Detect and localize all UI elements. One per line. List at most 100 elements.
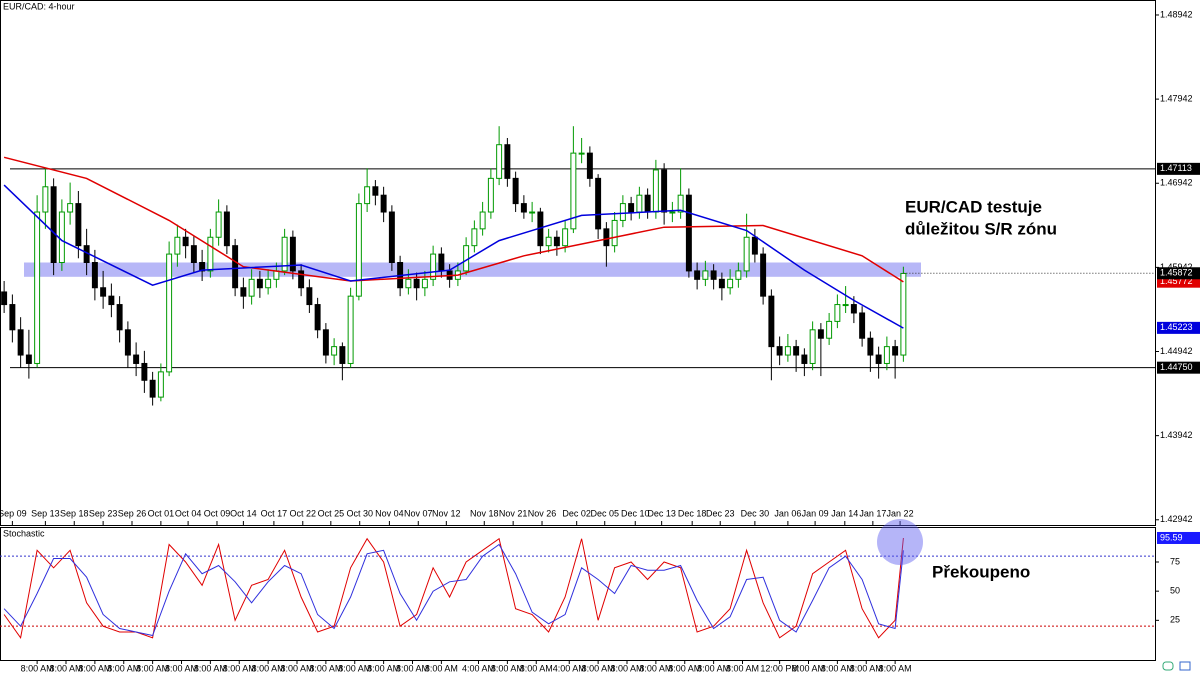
candle-body <box>273 270 280 280</box>
candle-body <box>562 228 569 247</box>
candle-body <box>413 278 420 289</box>
candle-body <box>735 270 742 280</box>
candle-body <box>751 236 758 255</box>
x-tick-label: 4:00 AM <box>553 663 586 673</box>
x-tick-label: Dec 10 <box>621 508 650 518</box>
y-tick-label: 1.43942 <box>1160 430 1193 440</box>
annotation: Překoupeno <box>932 562 1030 581</box>
candle-body <box>710 270 717 280</box>
candle-body <box>339 346 346 364</box>
candle-body <box>50 186 57 263</box>
y-tick-label: 1.48942 <box>1160 9 1193 19</box>
candle-body <box>652 169 659 213</box>
candle-body <box>520 203 527 213</box>
x-tick-label: Sep 13 <box>31 508 60 518</box>
candle-body <box>17 329 24 356</box>
candle-body <box>603 228 610 247</box>
price-tag-label: 1.44750 <box>1160 362 1193 372</box>
price-tag-label: 1.45223 <box>1160 322 1193 332</box>
candle-body <box>694 270 701 280</box>
candle-body <box>141 362 148 381</box>
plot-layer: 1.48942 1.47942 1.46942 1.45942 1.44942 1.439… <box>0 9 1200 673</box>
candle-body <box>496 144 503 179</box>
x-tick-label: Dec 18 <box>678 508 707 518</box>
status-icon <box>1162 661 1174 671</box>
candle-body <box>793 346 800 356</box>
candle-body <box>784 346 791 356</box>
candle-body <box>174 236 181 255</box>
candle-body <box>487 177 494 213</box>
candle-body <box>157 371 164 398</box>
x-tick-label: Sep 26 <box>118 508 147 518</box>
candle-body <box>430 253 437 280</box>
x-tick-label: 8:00 AM <box>821 663 854 673</box>
price-tag <box>1157 267 1200 280</box>
candle-body <box>388 211 395 263</box>
x-tick-label: Oct 09 <box>204 508 231 518</box>
x-tick-label: Nov 26 <box>528 508 557 518</box>
candle-body <box>116 304 123 331</box>
candle-body <box>438 253 445 272</box>
x-tick-label: Dec 30 <box>741 508 770 518</box>
stochastic-line <box>3 537 904 640</box>
candle-body <box>619 203 626 221</box>
annotation: EUR/CAD testuje <box>905 197 1042 216</box>
candle-body <box>578 152 585 155</box>
x-tick-label: 4:00 AM <box>462 663 495 673</box>
x-tick-label: Oct 25 <box>318 508 345 518</box>
candle-body <box>42 186 49 213</box>
candle-body <box>372 186 379 196</box>
x-tick-label: 8:00 AM <box>223 663 256 673</box>
x-tick-label: Oct 01 <box>148 508 175 518</box>
candle-body <box>207 236 214 272</box>
x-tick-label: Sep 09 <box>0 508 27 518</box>
price-tag <box>1157 162 1200 175</box>
status-icon <box>1179 661 1191 671</box>
x-tick-label: 8:00 AM <box>78 663 111 673</box>
y-tick-label: 1.45942 <box>1160 262 1193 272</box>
candle-body <box>553 236 560 247</box>
x-tick-label: 8:00 AM <box>697 663 730 673</box>
x-tick-label: 8:00 AM <box>107 663 140 673</box>
chart-title: EUR/CAD: 4-hour <box>3 1 75 11</box>
candle-body <box>850 304 857 314</box>
y-tick-label: 1.46942 <box>1160 178 1193 188</box>
candle-body <box>67 203 74 213</box>
candle-body <box>867 337 874 356</box>
candle-body <box>471 228 478 247</box>
price-tag <box>1157 321 1200 334</box>
moving-average <box>3 184 904 329</box>
candle-body <box>380 194 387 213</box>
x-tick-label: 8:00 AM <box>726 663 759 673</box>
candle-body <box>685 194 692 272</box>
candle-body <box>306 287 313 306</box>
candle-body <box>512 177 519 205</box>
candle-body <box>644 194 651 213</box>
candle-body <box>760 253 767 297</box>
candle-body <box>75 203 82 247</box>
x-tick-label: Jan 22 <box>887 508 914 518</box>
y-tick-label: 1.42942 <box>1160 514 1193 524</box>
candle-body <box>223 211 230 247</box>
x-tick-label: Nov 18 <box>470 508 499 518</box>
candle-body <box>718 278 725 289</box>
x-tick-label: Jan 06 <box>774 508 801 518</box>
x-tick-label: Nov 07 <box>404 508 433 518</box>
candle-body <box>661 169 668 213</box>
candle-body <box>298 270 305 289</box>
candle-body <box>289 236 296 272</box>
x-tick-label: 8:00 AM <box>396 663 429 673</box>
candle-body <box>314 304 321 331</box>
y-tick-label: 50 <box>1170 586 1180 596</box>
x-tick-label: Jan 17 <box>859 508 886 518</box>
y-tick-label: 1.44942 <box>1160 346 1193 356</box>
candle-body <box>281 236 288 272</box>
candle-body <box>199 262 206 272</box>
x-tick-label: Oct 14 <box>230 508 257 518</box>
candle-body <box>586 152 593 179</box>
candle-body <box>265 278 272 289</box>
x-tick-label: Nov 12 <box>432 508 461 518</box>
candle-body <box>628 203 635 213</box>
